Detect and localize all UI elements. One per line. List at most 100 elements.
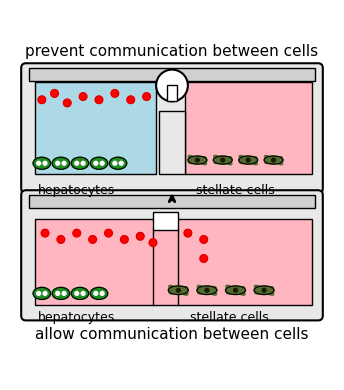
Ellipse shape [265,159,273,163]
Circle shape [57,236,65,243]
Circle shape [184,229,192,237]
Ellipse shape [52,287,69,300]
Circle shape [51,90,58,97]
Circle shape [62,291,66,295]
Ellipse shape [239,159,248,163]
Ellipse shape [169,285,178,292]
Ellipse shape [236,289,245,295]
Circle shape [246,158,250,162]
Ellipse shape [226,289,235,294]
Bar [153,213,178,230]
Text: prevent communication between cells: prevent communication between cells [25,44,319,59]
Ellipse shape [248,157,257,161]
Ellipse shape [236,287,245,292]
Ellipse shape [90,287,108,300]
Circle shape [75,161,79,165]
Ellipse shape [265,156,273,161]
Bar [29,195,315,208]
Ellipse shape [90,157,108,169]
Ellipse shape [239,156,248,161]
Circle shape [221,158,225,162]
Circle shape [56,161,60,165]
Ellipse shape [255,289,264,294]
Circle shape [37,161,41,165]
Ellipse shape [71,287,89,300]
Ellipse shape [169,289,178,294]
Circle shape [127,96,135,104]
Circle shape [111,90,119,97]
Ellipse shape [226,286,246,294]
Ellipse shape [254,286,274,294]
Ellipse shape [71,157,89,169]
Ellipse shape [188,156,197,161]
Bar [185,82,312,174]
Ellipse shape [214,156,223,161]
Ellipse shape [248,159,257,165]
Ellipse shape [109,157,127,169]
Text: hepatocytes: hepatocytes [38,184,115,197]
Circle shape [100,291,104,295]
Circle shape [81,291,85,295]
Ellipse shape [33,287,51,300]
Ellipse shape [223,159,232,165]
Text: stellate cells: stellate cells [196,184,275,197]
Circle shape [105,229,112,237]
Circle shape [81,161,85,165]
Ellipse shape [264,287,273,292]
Ellipse shape [188,156,207,164]
Circle shape [113,161,117,165]
Bar [159,111,185,174]
Ellipse shape [179,287,187,292]
Ellipse shape [214,159,223,163]
Circle shape [38,96,46,104]
Circle shape [120,236,128,243]
Ellipse shape [264,289,274,295]
Text: hepatocytes: hepatocytes [38,311,115,324]
Ellipse shape [52,157,69,169]
Ellipse shape [226,285,235,292]
Ellipse shape [255,285,264,292]
Circle shape [79,93,87,100]
Circle shape [119,161,123,165]
Ellipse shape [168,286,189,294]
Circle shape [143,93,150,100]
Ellipse shape [189,159,197,163]
Bar [35,82,156,174]
Text: allow communication between cells: allow communication between cells [35,327,309,342]
Ellipse shape [198,289,207,294]
Ellipse shape [274,159,283,165]
Circle shape [156,69,188,101]
FancyBboxPatch shape [21,190,323,321]
FancyBboxPatch shape [21,63,323,193]
Circle shape [63,99,71,107]
Bar [35,219,312,305]
Circle shape [41,229,49,237]
Ellipse shape [274,157,282,161]
Ellipse shape [223,157,232,161]
Ellipse shape [33,157,51,169]
Ellipse shape [207,287,216,292]
Circle shape [176,288,180,292]
Ellipse shape [197,286,217,294]
Circle shape [56,291,60,295]
Circle shape [234,288,237,292]
Ellipse shape [239,156,258,164]
Circle shape [195,158,199,162]
Circle shape [205,288,209,292]
Circle shape [94,291,98,295]
Bar [29,68,315,81]
Circle shape [43,291,47,295]
Bar [167,85,177,101]
Ellipse shape [264,156,283,164]
Text: stellate cells: stellate cells [190,311,269,324]
Ellipse shape [198,159,206,165]
Circle shape [262,288,266,292]
Circle shape [73,229,80,237]
Circle shape [100,161,104,165]
Circle shape [95,96,103,104]
Circle shape [37,291,41,295]
Ellipse shape [197,285,207,292]
Circle shape [75,291,79,295]
Ellipse shape [207,289,216,295]
Circle shape [62,161,66,165]
